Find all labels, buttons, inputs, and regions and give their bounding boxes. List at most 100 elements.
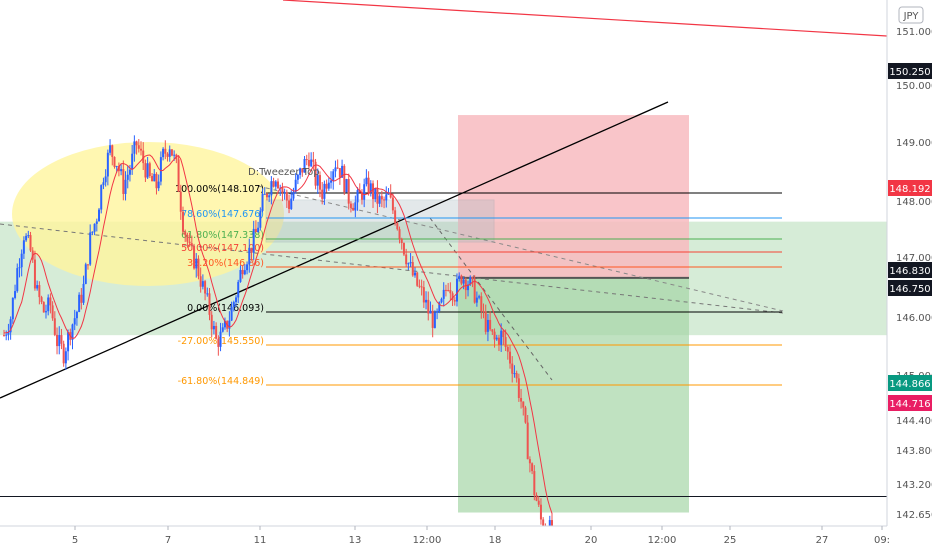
candle-body xyxy=(504,337,507,348)
candle-body xyxy=(27,235,30,237)
price-tick-label: 150.000 xyxy=(896,81,932,92)
time-tick-label: 18 xyxy=(489,535,502,546)
candle-body xyxy=(475,297,478,303)
candle-body xyxy=(142,150,145,164)
candle-body xyxy=(307,159,310,167)
candle-body xyxy=(292,191,295,199)
candle-body xyxy=(157,181,160,189)
dashed-trendline-drop xyxy=(429,217,553,381)
candle-body xyxy=(219,331,222,347)
candle-body xyxy=(495,337,498,340)
candle-body xyxy=(140,148,142,151)
candle-body xyxy=(458,275,461,279)
currency-badge: JPY xyxy=(898,6,924,24)
candle-body xyxy=(166,153,169,157)
candle-body xyxy=(274,181,277,187)
candle-body xyxy=(330,180,333,183)
candle-body xyxy=(372,183,375,200)
candle-body xyxy=(391,197,394,211)
candle-body xyxy=(416,272,419,286)
candle-body xyxy=(436,311,439,313)
candle-body xyxy=(367,177,370,193)
candle-body xyxy=(109,145,112,153)
candle-body xyxy=(250,247,253,253)
candle-body xyxy=(528,459,531,464)
candle-body xyxy=(376,188,379,204)
candle-body xyxy=(394,210,397,224)
candle-body xyxy=(36,285,39,289)
price-label-box-black xyxy=(888,280,932,296)
candle-body xyxy=(106,152,109,177)
candle-body xyxy=(89,232,92,265)
candle-body xyxy=(261,194,264,211)
candle-body xyxy=(314,161,317,186)
candle-body xyxy=(115,166,118,168)
dashed-trendline-upper xyxy=(257,185,784,312)
candle-body xyxy=(11,297,14,320)
moving-average-line xyxy=(3,154,553,514)
fib-label-7: -61.80%(144.849) xyxy=(178,376,264,387)
price-label-black: 146.750 xyxy=(889,284,930,295)
time-tick-label: 09: xyxy=(874,535,890,546)
candle-body xyxy=(144,163,147,178)
candle-body xyxy=(184,231,187,235)
candle-body xyxy=(345,179,348,193)
candle-body xyxy=(374,188,377,200)
candle-body xyxy=(38,285,41,298)
candle-body xyxy=(153,173,156,182)
candle-body xyxy=(272,181,275,187)
candle-body xyxy=(159,157,162,182)
time-tick-label: 5 xyxy=(72,535,78,546)
candle-body xyxy=(9,319,12,333)
price-label-pink: 144.716 xyxy=(889,399,930,410)
price-tick-label: 149.000 xyxy=(896,138,932,149)
candle-body xyxy=(537,500,540,505)
candle-body xyxy=(484,311,487,332)
candle-body xyxy=(102,182,105,186)
candle-body xyxy=(334,167,337,172)
candle-body xyxy=(179,191,182,212)
candle-body xyxy=(288,200,291,209)
price-label-box-green xyxy=(888,375,932,391)
candle-body xyxy=(517,378,520,398)
candle-body xyxy=(151,176,154,182)
time-tick-label: 13 xyxy=(349,535,362,546)
price-tick-label: 146.000 xyxy=(896,313,932,324)
candle-body xyxy=(486,319,489,332)
candle-body xyxy=(75,311,78,319)
candle-body xyxy=(347,179,350,204)
candle-body xyxy=(303,159,306,173)
candle-body xyxy=(343,165,346,193)
candle-body xyxy=(221,327,224,332)
candle-body xyxy=(148,163,151,177)
candle-body xyxy=(513,373,516,375)
candle-body xyxy=(447,289,450,291)
candle-body xyxy=(133,141,136,154)
candle-body xyxy=(223,320,226,328)
candle-body xyxy=(230,306,233,321)
candle-body xyxy=(422,287,425,303)
price-tick-label: 143.800 xyxy=(896,446,932,457)
candle-body xyxy=(215,325,218,339)
candle-body xyxy=(80,294,83,303)
candle-body xyxy=(509,351,512,364)
candle-body xyxy=(111,145,114,157)
stop-loss-zone xyxy=(458,115,689,278)
candle-body xyxy=(497,337,500,345)
candle-body xyxy=(398,229,401,239)
candle-body xyxy=(515,373,518,379)
candle-body xyxy=(522,401,525,408)
candle-body xyxy=(53,318,56,335)
price-tick-label: 148.000 xyxy=(896,197,932,208)
candle-body xyxy=(431,310,434,328)
candle-body xyxy=(155,173,158,189)
candle-body xyxy=(93,223,96,232)
candle-body xyxy=(232,302,235,307)
candle-body xyxy=(243,270,246,275)
candle-body xyxy=(383,199,386,201)
tweezer-top-annotation: D:Tweezer Top xyxy=(248,167,320,178)
candle-body xyxy=(51,305,54,319)
candle-body xyxy=(405,254,408,265)
